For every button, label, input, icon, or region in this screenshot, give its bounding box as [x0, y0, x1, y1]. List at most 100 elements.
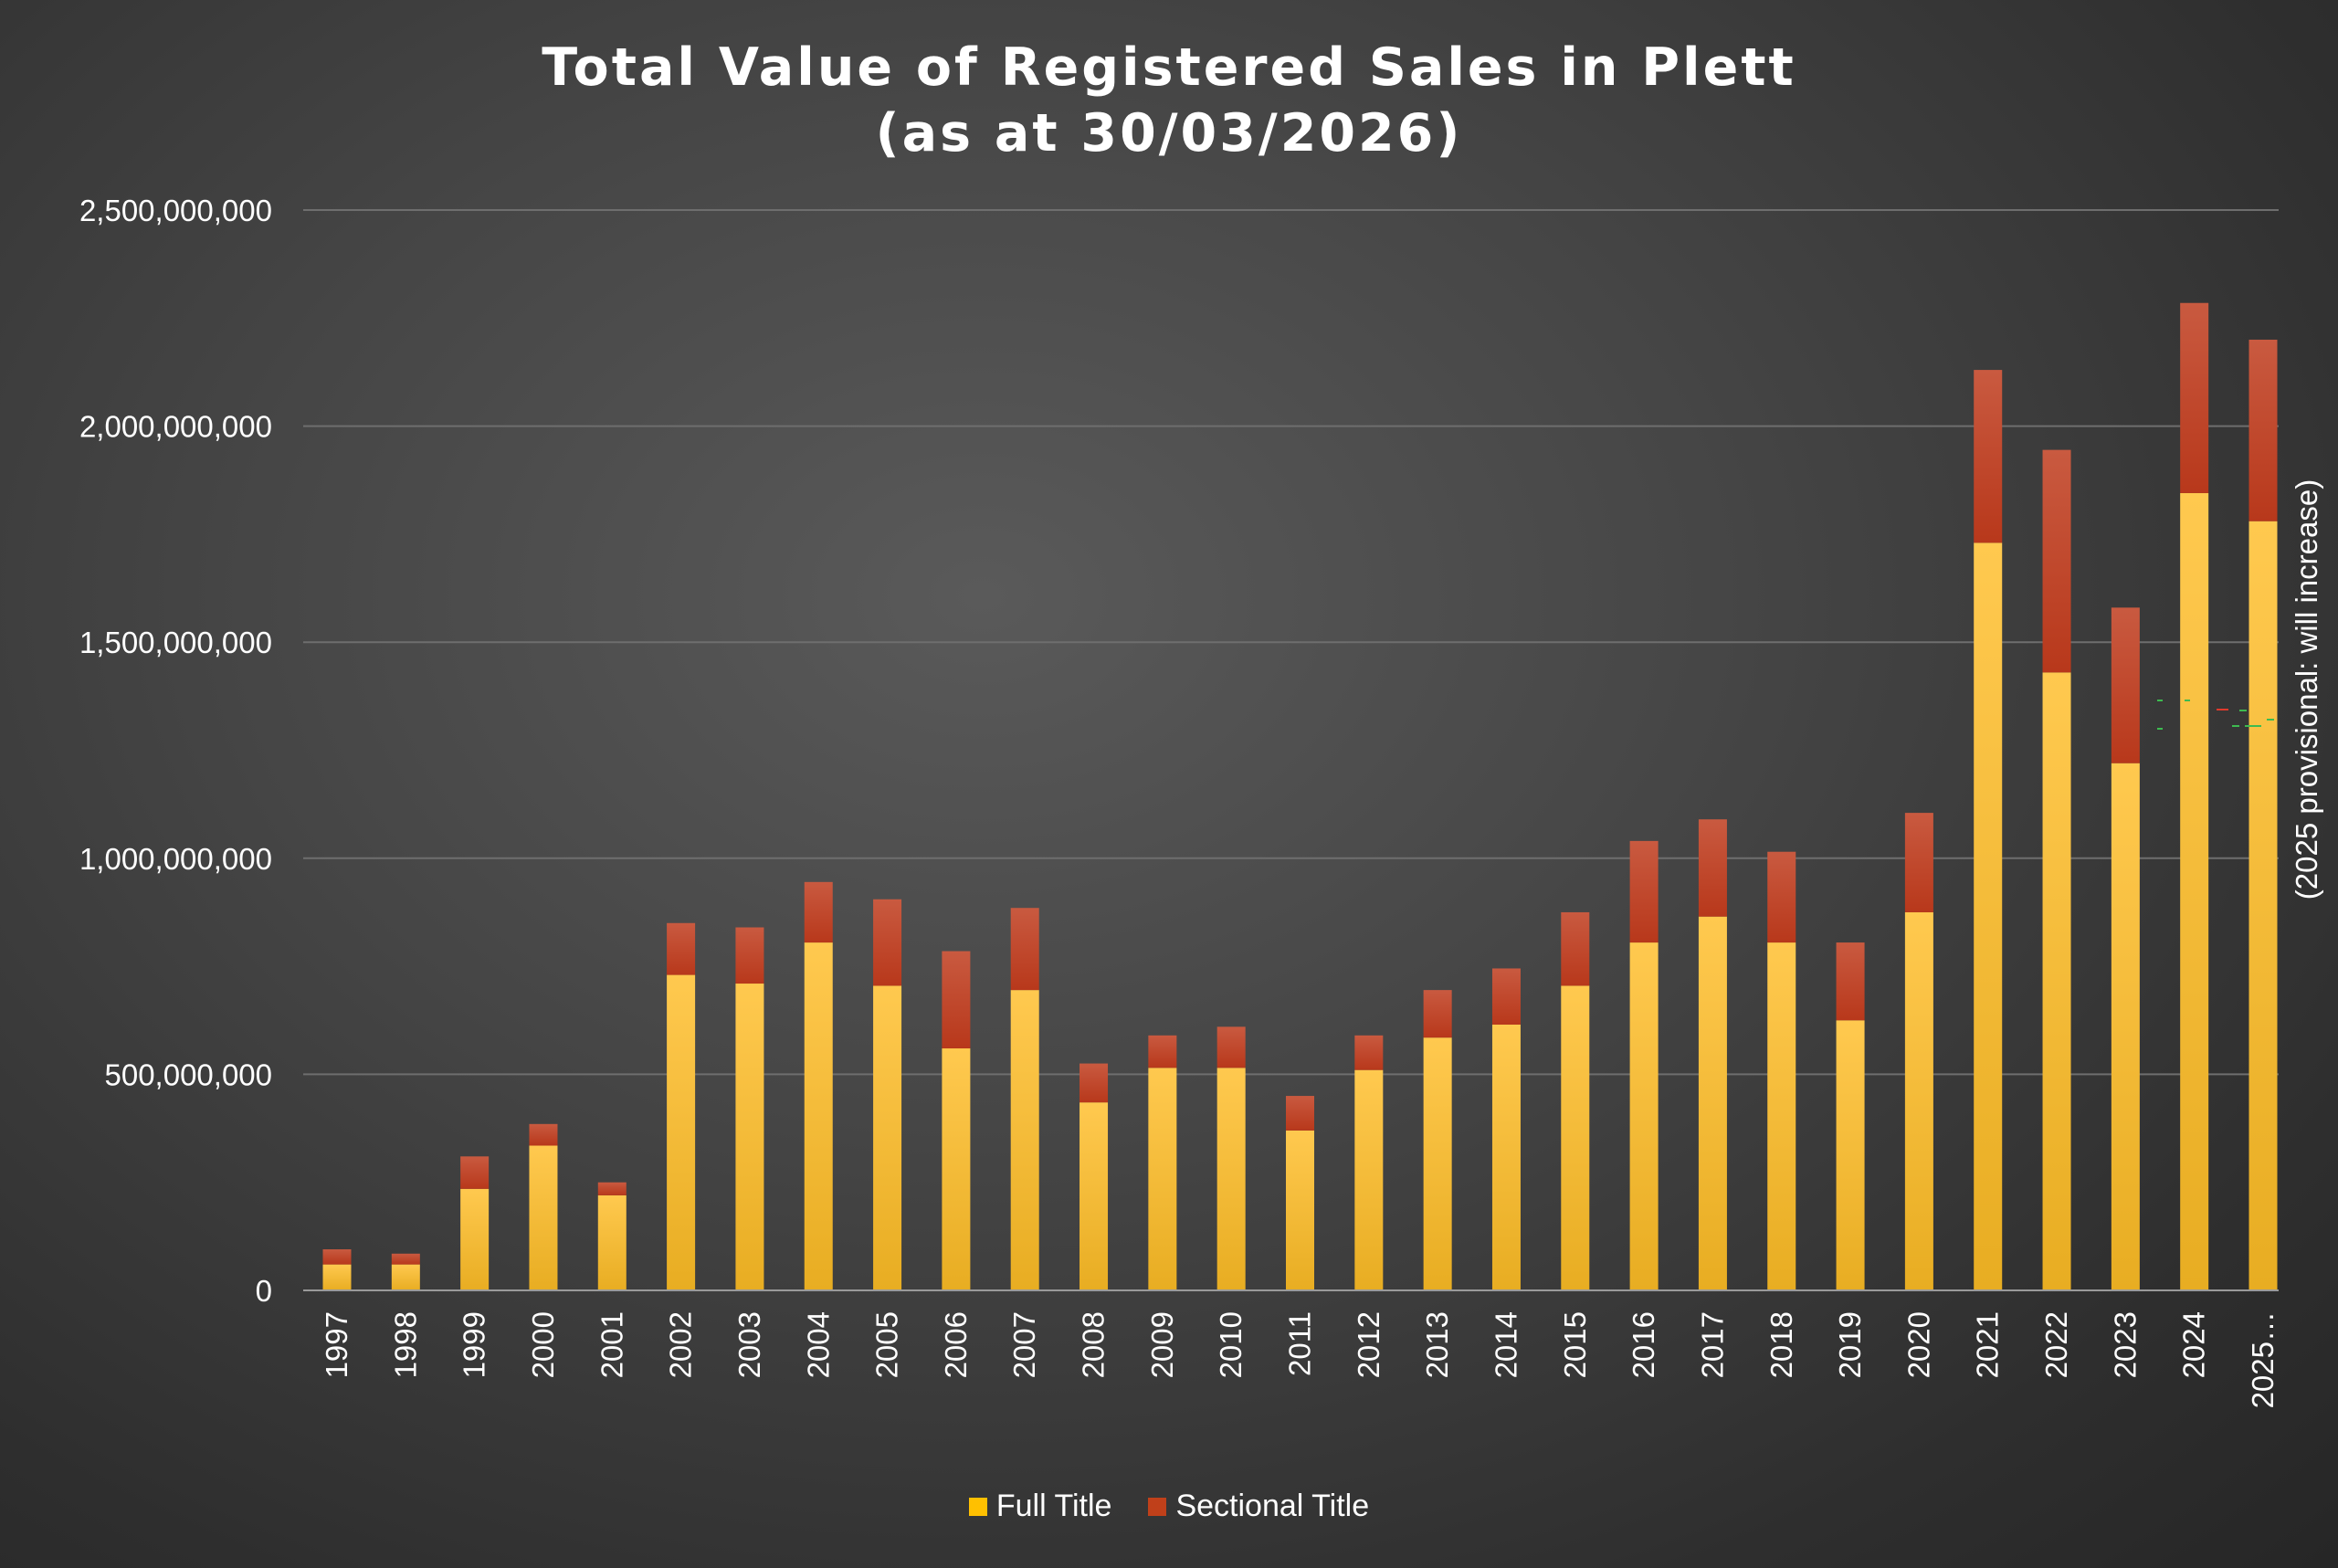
bar-full-title-2021 — [1974, 542, 2003, 1290]
bar-full-title-2023 — [2111, 763, 2140, 1290]
bar-full-title-2012 — [1354, 1069, 1384, 1290]
bar-sectional-title-2024 — [2180, 302, 2209, 493]
bar-full-title-2018 — [1767, 942, 1796, 1290]
legend-swatch-full-title — [968, 1497, 987, 1516]
y-tick-label: 500,000,000 — [104, 1058, 272, 1091]
x-tick-label: 2004 — [801, 1311, 835, 1378]
bar-full-title-2001 — [597, 1194, 627, 1290]
bar-sectional-title-2004 — [804, 881, 833, 943]
stray-dash-marks — [2157, 700, 2274, 730]
y-tick-label: 1,500,000,000 — [79, 626, 272, 659]
x-tick-label: 2007 — [1007, 1311, 1041, 1378]
bar-sectional-title-2018 — [1767, 851, 1796, 943]
x-tick-label: 2011 — [1283, 1311, 1317, 1376]
bar-full-title-2019 — [1836, 1020, 1865, 1290]
bar-full-title-2008 — [1079, 1102, 1109, 1290]
legend-label-full-title: Full Title — [995, 1489, 1112, 1523]
x-tick-label: 2003 — [732, 1311, 766, 1378]
bar-full-title-1998 — [391, 1264, 420, 1290]
bar-sectional-title-2020 — [1904, 813, 1933, 912]
bar-sectional-title-2023 — [2111, 607, 2140, 763]
bar-sectional-title-2002 — [667, 922, 696, 975]
bar-full-title-2000 — [529, 1145, 558, 1290]
y-tick-label: 1,000,000,000 — [79, 842, 272, 876]
x-tick-label: 2006 — [939, 1311, 973, 1378]
bar-full-title-2002 — [667, 974, 696, 1290]
bar-full-title-1999 — [460, 1188, 490, 1290]
x-tick-label: 2017 — [1695, 1311, 1729, 1378]
x-tick-label: 2013 — [1420, 1311, 1454, 1378]
x-tick-label: 2018 — [1764, 1311, 1798, 1378]
bar-sectional-title-2012 — [1354, 1035, 1384, 1070]
bar-sectional-title-2016 — [1629, 840, 1659, 943]
x-tick-label: 2012 — [1352, 1311, 1385, 1378]
bar-sectional-title-2014 — [1491, 968, 1521, 1025]
bar-full-title-2007 — [1010, 990, 1039, 1290]
bar-sectional-title-2025… — [2248, 339, 2278, 521]
bar-sectional-title-2017 — [1698, 819, 1727, 917]
x-tick-label: 2020 — [1901, 1311, 1935, 1378]
x-tick-label: 1997 — [320, 1311, 353, 1378]
bar-sectional-title-2009 — [1148, 1035, 1177, 1068]
bar-sectional-title-2019 — [1836, 942, 1865, 1021]
x-tick-label: 2015 — [1558, 1311, 1592, 1378]
bar-sectional-title-2008 — [1079, 1063, 1109, 1103]
bar-full-title-2010 — [1216, 1068, 1246, 1290]
y-tick-label: 2,500,000,000 — [79, 194, 272, 227]
bar-full-title-2009 — [1148, 1068, 1177, 1290]
bar-full-title-2017 — [1698, 916, 1727, 1290]
bar-sectional-title-2010 — [1216, 1026, 1246, 1068]
bar-sectional-title-2022 — [2042, 449, 2071, 673]
x-tick-label: 2005 — [870, 1311, 904, 1378]
legend-item-sectional-title: Sectional Title — [1148, 1489, 1369, 1524]
bar-full-title-2003 — [735, 984, 764, 1290]
bar-full-title-2004 — [804, 942, 833, 1290]
bar-full-title-2025… — [2248, 521, 2278, 1290]
bar-sectional-title-1998 — [391, 1253, 420, 1265]
bar-full-title-2006 — [942, 1048, 971, 1290]
bar-full-title-2015 — [1561, 985, 1590, 1290]
legend-item-full-title: Full Title — [968, 1489, 1112, 1524]
bar-sectional-title-2011 — [1286, 1096, 1314, 1131]
x-tick-label: 2025… — [2246, 1311, 2280, 1408]
bar-full-title-2014 — [1491, 1024, 1521, 1290]
bar-sectional-title-2006 — [942, 951, 971, 1049]
bar-sectional-title-2013 — [1423, 990, 1452, 1038]
bar-sectional-title-2003 — [735, 927, 764, 984]
x-tick-label: 2000 — [526, 1311, 560, 1378]
bar-sectional-title-1999 — [460, 1156, 490, 1189]
x-tick-label: 1998 — [388, 1311, 422, 1378]
bar-full-title-2022 — [2042, 672, 2071, 1290]
x-tick-label: 2023 — [2108, 1311, 2142, 1378]
bar-full-title-2016 — [1629, 942, 1659, 1290]
bar-sectional-title-2001 — [597, 1182, 627, 1195]
y-tick-label: 2,000,000,000 — [79, 410, 272, 444]
legend-label-sectional-title: Sectional Title — [1175, 1489, 1370, 1523]
provisional-annotation: (2025 provisional: will increase) — [2290, 479, 2323, 900]
legend-swatch-sectional-title — [1148, 1497, 1167, 1516]
chart-title: Total Value of Registered Sales in Plett… — [0, 35, 2338, 166]
chart-title-line1: Total Value of Registered Sales in Plett — [542, 37, 1796, 98]
bar-sectional-title-2021 — [1974, 370, 2003, 543]
x-tick-label: 2016 — [1627, 1311, 1660, 1378]
bar-full-title-2005 — [873, 985, 902, 1290]
x-tick-label: 2008 — [1077, 1311, 1111, 1378]
x-tick-label: 2021 — [1971, 1311, 2005, 1378]
chart-subtitle: (as at 30/03/2026) — [875, 103, 1463, 163]
x-tick-label: 2002 — [664, 1311, 698, 1378]
bar-sectional-title-2000 — [529, 1123, 558, 1146]
bar-full-title-2011 — [1286, 1130, 1314, 1290]
x-tick-label: 2019 — [1833, 1311, 1867, 1378]
bar-sectional-title-2005 — [873, 899, 902, 986]
x-tick-label: 2024 — [2177, 1311, 2211, 1378]
chart-legend: Full Title Sectional Title — [0, 1489, 2338, 1524]
bar-sectional-title-2007 — [1010, 908, 1039, 991]
bar-full-title-2013 — [1423, 1037, 1452, 1290]
bar-sectional-title-2015 — [1561, 911, 1590, 986]
bar-full-title-1997 — [322, 1264, 352, 1290]
bar-full-title-2020 — [1904, 911, 1933, 1290]
x-tick-label: 2009 — [1145, 1311, 1179, 1378]
bar-full-title-2024 — [2180, 492, 2209, 1290]
x-tick-label: 1999 — [458, 1311, 491, 1378]
